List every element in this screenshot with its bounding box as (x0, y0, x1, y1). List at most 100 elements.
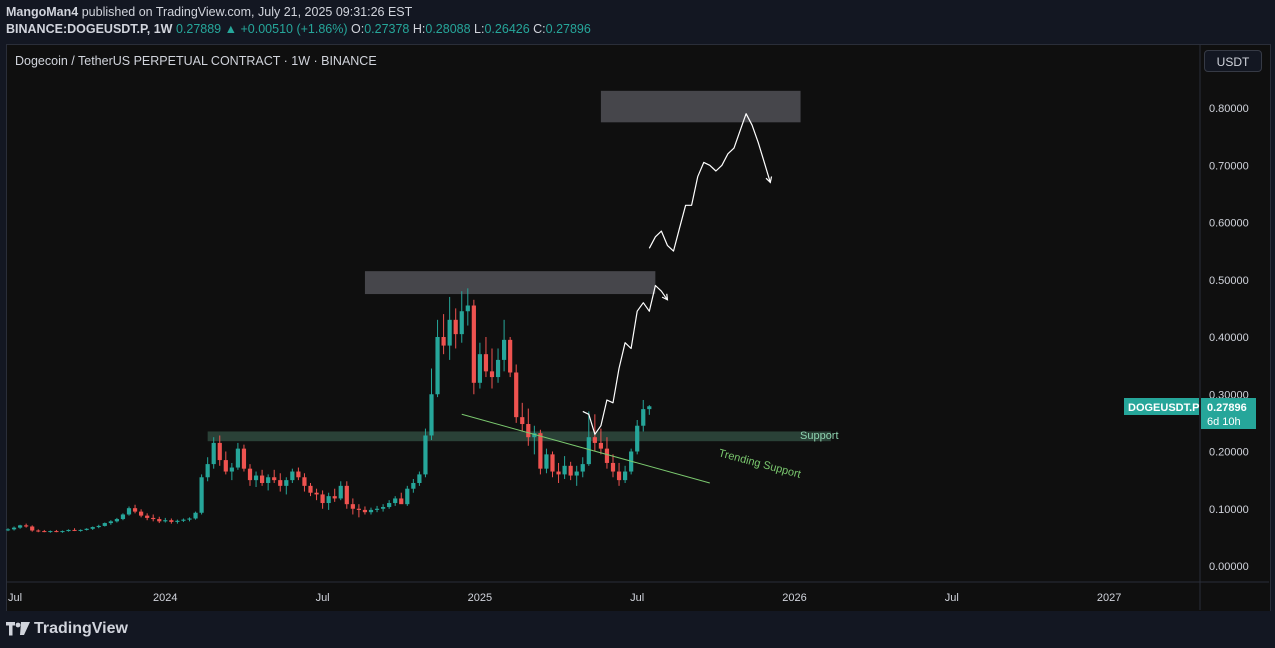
candle-body (60, 531, 65, 533)
brand-name: TradingView (34, 620, 128, 637)
candle-body (24, 525, 29, 527)
candle-body (465, 305, 470, 312)
candle-body (362, 509, 368, 513)
candle-body (598, 442, 603, 449)
candle-body (193, 512, 198, 519)
candle-body (72, 529, 77, 531)
x-tick-label: Jul (945, 592, 959, 604)
projection-path (582, 284, 668, 435)
arrow-head-icon (765, 176, 773, 184)
candle-body (223, 460, 228, 472)
candle-body (520, 417, 525, 425)
candle-body (211, 442, 216, 465)
candle-body (483, 354, 489, 372)
candle-body (586, 437, 591, 465)
candle-body (157, 519, 162, 522)
candle-body (90, 527, 95, 529)
candle-body (502, 339, 507, 360)
candle-body (471, 305, 476, 383)
candle-body (30, 526, 35, 531)
candle-body (187, 518, 192, 520)
candle-body (320, 494, 325, 504)
zone-resistance-2 (600, 90, 801, 123)
currency-button[interactable]: USDT (1204, 50, 1262, 72)
countdown-tag: 6d 10h (1207, 416, 1241, 428)
y-tick-label: 0.50000 (1209, 275, 1249, 287)
zones (207, 90, 831, 442)
candle-body (550, 454, 555, 472)
high-label: H: (412, 22, 426, 36)
candle-body (266, 477, 271, 483)
candle-body (169, 520, 174, 522)
x-tick-label: 2024 (153, 592, 177, 604)
candle-body (489, 371, 495, 378)
top-bar: MangoMan4 published on TradingView.com, … (0, 0, 1275, 44)
y-tick-label: 0.40000 (1209, 332, 1249, 344)
low-value: 0.26426 (484, 22, 530, 36)
candle-body (417, 474, 422, 483)
candle-body (253, 475, 259, 481)
x-tick-label: 2025 (468, 592, 492, 604)
candle-body (514, 372, 519, 418)
candle-body (641, 409, 646, 426)
candle-body (11, 527, 17, 530)
tradingview-logo-icon (6, 622, 30, 636)
candle-body (526, 424, 531, 438)
tradingview-logo: TradingView (6, 620, 128, 638)
candle-body (296, 471, 301, 478)
candle-body (260, 475, 265, 483)
candle-body (393, 498, 398, 504)
candle-body (381, 507, 386, 509)
chart-pane[interactable] (6, 44, 1271, 612)
candle-body (387, 503, 392, 508)
candle-body (435, 337, 440, 395)
price-tag: 0.27896 (1207, 402, 1247, 414)
ohlc-legend: BINANCE:DOGEUSDT.P, 1W 0.27889 ▲ +0.0051… (6, 22, 591, 36)
candle-body (48, 531, 53, 533)
price-axis: 0.800000.700000.600000.500000.400000.300… (1199, 45, 1249, 610)
x-tick-label: Jul (630, 592, 644, 604)
candle-body (175, 520, 180, 522)
x-tick-label: Jul (8, 592, 22, 604)
footer (0, 611, 1275, 648)
candle-body (132, 508, 138, 512)
candle-body (308, 485, 313, 493)
x-tick-label: 2027 (1097, 592, 1121, 604)
publish-info: MangoMan4 published on TradingView.com, … (6, 5, 412, 19)
author-name: MangoMan4 (6, 5, 79, 19)
candle-body (459, 311, 464, 335)
open-value: 0.27378 (364, 22, 410, 36)
candle-body (229, 467, 234, 472)
candle-body (447, 319, 452, 346)
candle-body (181, 519, 186, 521)
y-tick-label: 0.60000 (1209, 218, 1249, 230)
support-label: Support (800, 430, 839, 442)
candle-body (314, 492, 319, 495)
candle-body (284, 480, 289, 486)
candle-body (18, 525, 23, 528)
symbol-line: BINANCE:DOGEUSDT.P, 1W (6, 22, 173, 36)
candle-body (151, 517, 156, 520)
candle-body (332, 496, 337, 499)
candle-body (356, 508, 361, 510)
chart-title: Dogecoin / TetherUS PERPETUAL CONTRACT ·… (15, 54, 377, 68)
x-tick-label: 2026 (782, 592, 806, 604)
candle-body (423, 435, 428, 475)
candle-body (78, 529, 83, 531)
candle-body (616, 471, 622, 481)
candle-body (302, 477, 307, 486)
high-value: 0.28088 (425, 22, 471, 36)
candle-body (42, 531, 47, 533)
candle-body (84, 528, 89, 530)
candle-body (145, 515, 150, 518)
price-tag-bg (1201, 398, 1256, 429)
candle-body (102, 523, 107, 526)
candle-body (368, 509, 374, 513)
candle-body (604, 448, 610, 463)
y-tick-label: 0.80000 (1209, 103, 1249, 115)
candle-body (374, 508, 380, 510)
projection-path (648, 113, 771, 252)
candle-body (120, 514, 126, 520)
y-tick-label: 0.70000 (1209, 160, 1249, 172)
